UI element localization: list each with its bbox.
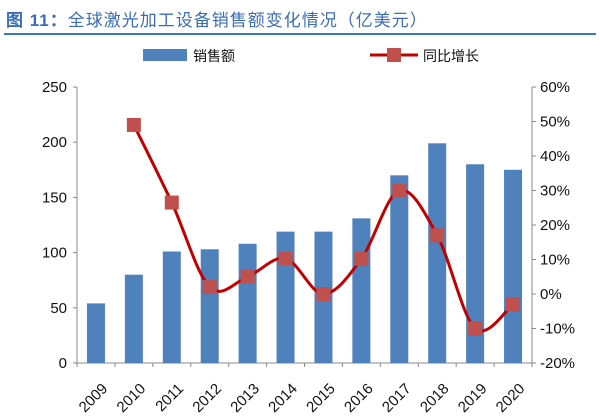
- title-text: 全球激光加工设备销售额变化情况（亿美元）: [67, 11, 428, 31]
- x-tick-label: 2015: [303, 380, 339, 416]
- growth-marker-2011: [164, 195, 179, 210]
- bar-2012: [200, 249, 219, 363]
- growth-marker-2014: [278, 251, 293, 266]
- growth-marker-2017: [392, 183, 407, 198]
- growth-marker-2013: [240, 269, 255, 284]
- growth-marker-2010: [126, 117, 141, 132]
- legend-bar-label: 销售额: [193, 49, 235, 65]
- growth-marker-2019: [468, 321, 483, 336]
- x-tick-label: 2010: [114, 380, 150, 416]
- x-tick-label: 2017: [379, 380, 415, 416]
- x-tick-label: 2009: [76, 380, 112, 416]
- left-tick-label: 200: [42, 134, 67, 151]
- bar-2016: [352, 218, 371, 363]
- figure-number: 图 11：: [6, 11, 68, 30]
- right-tick-label: 50%: [540, 114, 570, 131]
- x-tick-label: 2011: [152, 380, 187, 415]
- x-tick-label: 2014: [265, 380, 301, 416]
- left-tick-label: 250: [42, 79, 67, 96]
- x-tick-label: 2020: [493, 380, 529, 416]
- right-tick-label: -10%: [540, 321, 575, 338]
- growth-marker-2016: [354, 251, 369, 266]
- right-tick-label: 0%: [540, 286, 562, 303]
- bar-2020: [504, 169, 523, 363]
- bar-2009: [86, 303, 105, 363]
- right-tick-label: -20%: [540, 355, 575, 372]
- x-tick-label: 2012: [189, 380, 225, 416]
- bar-2019: [466, 164, 485, 363]
- growth-marker-2012: [202, 280, 217, 295]
- growth-marker-2020: [506, 297, 521, 312]
- left-tick-label: 150: [42, 189, 67, 206]
- chart-title: 图 11：全球激光加工设备销售额变化情况（亿美元）: [6, 6, 428, 31]
- legend-line-label: 同比增长: [423, 49, 479, 65]
- bar-2013: [238, 243, 257, 363]
- left-tick-label: 50: [50, 300, 67, 317]
- left-tick-label: 0: [59, 355, 67, 372]
- bar-2010: [124, 274, 143, 363]
- bar-2011: [162, 251, 181, 363]
- x-tick-label: 2019: [455, 380, 491, 416]
- right-tick-label: 60%: [540, 79, 570, 96]
- legend-bar-swatch: [143, 49, 187, 61]
- right-tick-label: 20%: [540, 217, 570, 234]
- bar-2014: [276, 231, 295, 363]
- x-tick-label: 2016: [341, 380, 377, 416]
- bar-2018: [428, 143, 447, 363]
- x-tick-label: 2018: [417, 380, 453, 416]
- growth-marker-2018: [430, 228, 445, 243]
- x-tick-label: 2013: [227, 380, 263, 416]
- title-divider: [4, 33, 596, 35]
- bar-2017: [390, 175, 409, 363]
- growth-marker-2015: [316, 287, 331, 301]
- right-tick-label: 30%: [540, 183, 570, 200]
- right-tick-label: 10%: [540, 252, 570, 269]
- left-tick-label: 100: [42, 245, 67, 262]
- right-tick-label: 40%: [540, 148, 570, 165]
- legend-line-marker: [387, 48, 401, 62]
